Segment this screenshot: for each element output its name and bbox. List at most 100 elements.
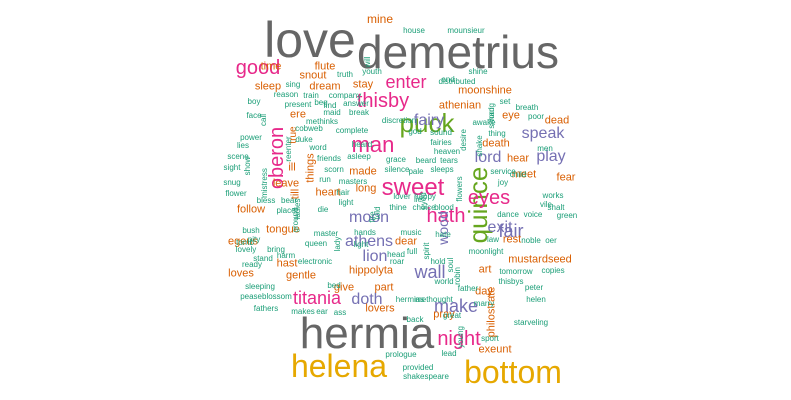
word-heard: heard: [351, 140, 373, 149]
word-athens: athens: [344, 233, 394, 250]
word-ass: ass: [333, 308, 347, 317]
word-light: light: [338, 198, 354, 207]
word-fair: fair: [498, 221, 524, 241]
word-pale: pale: [408, 167, 424, 176]
word-sweet: sweet: [381, 174, 445, 201]
word-thine: thine: [389, 203, 407, 212]
word-young: young: [456, 326, 465, 348]
word-truth: truth: [336, 70, 354, 79]
word-train: train: [303, 91, 319, 100]
word-exeunt: exeunt: [478, 343, 512, 356]
word-provided: provided: [402, 363, 434, 372]
word-flute: flute: [314, 60, 336, 73]
word-athenian: athenian: [438, 99, 482, 112]
word-scorn: scorn: [324, 165, 344, 174]
word-dead: dead: [544, 114, 570, 127]
word-shake: shake: [475, 135, 484, 157]
word-peaseblossom: peaseblossom: [240, 292, 292, 301]
word-mounsieur: mounsieur: [447, 26, 485, 35]
word-makes: makes: [291, 307, 315, 316]
word-flowers: flowers: [455, 176, 464, 202]
word-hold: hold: [430, 257, 446, 266]
word-sport: sport: [481, 334, 499, 343]
word-hath: hath: [426, 205, 466, 227]
word-mistress: mistress: [260, 168, 269, 198]
word-bottom: bottom: [464, 354, 562, 390]
word-enter: enter: [385, 72, 427, 92]
word-youth: youth: [362, 67, 382, 76]
word-happy: happy: [414, 192, 436, 201]
word-power: power: [240, 133, 262, 142]
word-scene: scene: [227, 152, 249, 161]
word-end: end: [441, 75, 455, 84]
word-bless: bless: [256, 196, 276, 205]
word-give: give: [333, 281, 355, 294]
word-blood: blood: [434, 203, 454, 212]
word-hair: hair: [336, 188, 350, 197]
word-made: made: [349, 165, 377, 178]
word-eyes: eyes: [467, 187, 511, 209]
word-told: told: [373, 206, 382, 220]
word-breath: breath: [515, 103, 539, 112]
word-show: show: [243, 156, 252, 176]
word-bring: bring: [267, 245, 285, 254]
word-snout: snout: [299, 69, 327, 82]
word-hate: hate: [435, 230, 451, 239]
word-bed: bed: [327, 281, 341, 290]
word-masters: masters: [338, 177, 368, 186]
word-thing: thing: [488, 129, 506, 138]
word-hermias: hermias: [395, 295, 425, 304]
word-ear: ear: [316, 307, 328, 316]
word-lord: lord: [474, 149, 502, 166]
word-friends: friends: [316, 154, 342, 163]
word-time: time: [260, 60, 282, 73]
word-pray: pray: [433, 308, 455, 321]
word-stand: stand: [253, 254, 273, 263]
word-sleep: sleep: [254, 80, 282, 93]
word-discretion: discretion: [381, 116, 417, 125]
word-set: set: [499, 97, 511, 106]
word-noble: noble: [521, 236, 541, 245]
word-ere: ere: [290, 108, 306, 121]
word-mine: mine: [366, 12, 394, 26]
word-service: service: [490, 167, 516, 176]
word-helen: helen: [526, 295, 546, 304]
word-call: call: [259, 113, 268, 127]
word-thisbys: thisbys: [498, 277, 524, 286]
word-duke: duke: [295, 135, 313, 144]
word-break: break: [348, 108, 370, 117]
word-moon: moon: [348, 209, 390, 226]
word-fear: fear: [556, 171, 576, 184]
word-electronic: electronic: [297, 257, 333, 266]
word-play: play: [536, 148, 566, 165]
word-hippolyta: hippolyta: [348, 264, 394, 277]
word-beard: beard: [415, 156, 437, 165]
word-ready: ready: [241, 260, 263, 269]
word-oer: oer: [545, 236, 557, 245]
word-exit: exit: [487, 219, 513, 236]
word-beg: beg: [314, 98, 328, 107]
word-gentle: gentle: [286, 269, 316, 282]
word-back: back: [406, 315, 424, 324]
word-fairies: fairies: [430, 138, 452, 147]
word-starveling: starveling: [513, 318, 549, 327]
word-moonlight: moonlight: [468, 247, 504, 256]
word-father: father: [457, 284, 479, 293]
word-death: death: [482, 137, 510, 150]
word-silence: silence: [384, 165, 410, 174]
word-ill: ill: [288, 161, 296, 174]
word-asleep: asleep: [347, 152, 371, 161]
word-lover: lover: [393, 192, 411, 201]
word-shakespeare: shakespeare: [403, 372, 449, 381]
word-find: find: [323, 101, 337, 110]
word-grace: grace: [385, 155, 407, 164]
word-reenter: reenter: [284, 136, 293, 162]
word-hands: hands: [354, 228, 376, 237]
word-master: master: [313, 229, 339, 238]
word-dance: dance: [497, 210, 519, 219]
word-egeus: egeus: [228, 235, 258, 248]
word-lead: lead: [441, 349, 457, 358]
word-company: company: [328, 91, 362, 100]
word-present: present: [284, 100, 312, 109]
